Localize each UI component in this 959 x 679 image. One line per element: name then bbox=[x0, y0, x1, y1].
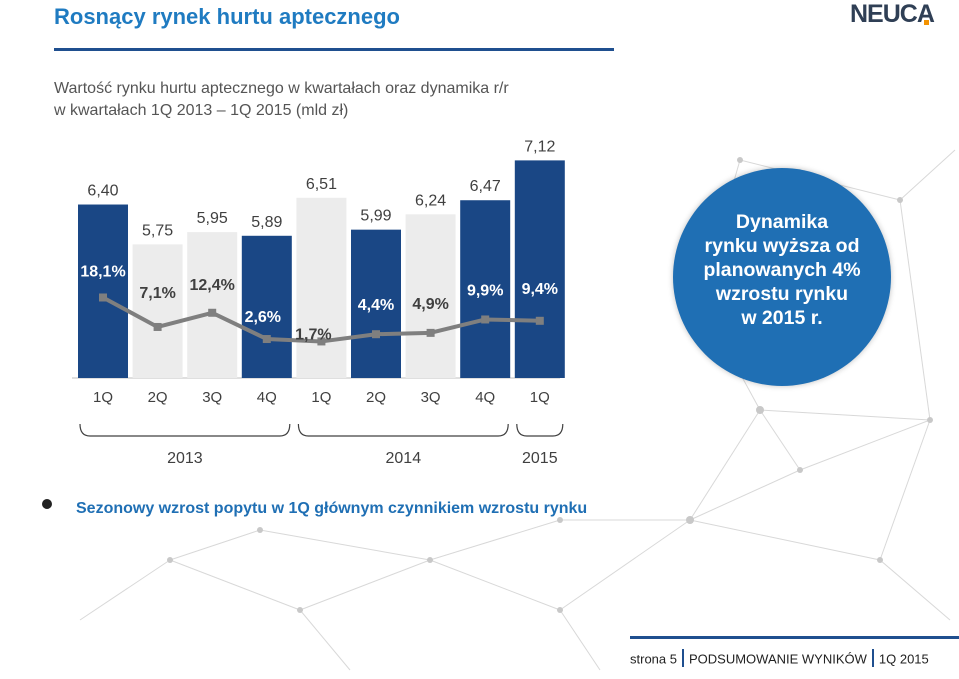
category-label: 4Q bbox=[257, 389, 277, 406]
dynamics-marker bbox=[426, 328, 435, 337]
title-divider bbox=[54, 48, 614, 51]
bar-value-label: 6,40 bbox=[87, 183, 118, 200]
bar bbox=[187, 232, 238, 378]
category-label: 3Q bbox=[202, 389, 222, 406]
page-title: Rosnący rynek hurtu aptecznego bbox=[54, 4, 400, 29]
neuca-logo: NEUCA bbox=[850, 0, 935, 28]
bar-value-label: 7,12 bbox=[524, 138, 555, 155]
dynamics-marker bbox=[99, 293, 107, 302]
category-label: 2Q bbox=[366, 389, 386, 406]
bar-value-label: 5,89 bbox=[251, 214, 282, 231]
dynamics-marker bbox=[535, 316, 544, 325]
bar bbox=[78, 204, 128, 378]
dynamics-label: 9,9% bbox=[467, 282, 503, 299]
footer: strona 5 PODSUMOWANIE WYNIKÓW 1Q 2015 bbox=[630, 649, 929, 669]
bar-value-label: 5,95 bbox=[197, 210, 228, 227]
bar bbox=[351, 229, 401, 378]
dynamics-label: 4,9% bbox=[412, 296, 448, 313]
year-label: 2015 bbox=[522, 450, 558, 467]
callout-line-3: planowanych 4% bbox=[703, 259, 861, 281]
dynamics-marker bbox=[481, 315, 490, 324]
dynamics-label: 12,4% bbox=[190, 277, 235, 294]
chart-subtitle: Wartość rynku hurtu aptecznego w kwartał… bbox=[54, 78, 614, 122]
footer-divider bbox=[630, 636, 959, 639]
dynamics-label: 7,1% bbox=[139, 285, 175, 302]
dynamics-label: 2,6% bbox=[245, 309, 281, 326]
dynamics-marker bbox=[208, 308, 217, 317]
footer-separator bbox=[871, 649, 874, 667]
footer-separator bbox=[681, 649, 684, 667]
dynamics-label: 4,4% bbox=[358, 297, 394, 314]
dynamics-marker bbox=[153, 322, 162, 331]
category-label: 3Q bbox=[421, 389, 441, 406]
footer-period: 1Q 2015 bbox=[878, 651, 929, 667]
dynamics-marker bbox=[372, 330, 380, 339]
category-label: 4Q bbox=[475, 389, 495, 406]
dynamics-marker bbox=[317, 337, 326, 346]
bar-value-label: 6,24 bbox=[415, 192, 446, 209]
year-bracket bbox=[79, 423, 291, 437]
bar-value-label: 6,47 bbox=[470, 178, 501, 195]
category-label: 2Q bbox=[148, 389, 168, 406]
dynamics-label: 9,4% bbox=[522, 281, 558, 298]
category-label: 1Q bbox=[311, 389, 331, 406]
category-label: 1Q bbox=[93, 389, 113, 406]
category-label: 1Q bbox=[530, 389, 550, 406]
callout-line-2: rynku wyższa od bbox=[704, 235, 860, 257]
dynamics-label: 1,7% bbox=[295, 326, 331, 343]
footer-page: strona 5 bbox=[630, 651, 677, 667]
bar-value-label: 6,51 bbox=[306, 176, 337, 193]
bar bbox=[132, 244, 183, 378]
footer-section: PODSUMOWANIE WYNIKÓW bbox=[688, 651, 867, 667]
bar bbox=[296, 197, 347, 378]
bar-value-label: 5,99 bbox=[360, 208, 391, 225]
callout-line-5: w 2015 r. bbox=[741, 307, 823, 329]
dynamics-marker bbox=[262, 335, 271, 344]
logo-accent-icon bbox=[924, 20, 929, 25]
subtitle-line-2: w kwartałach 1Q 2013 – 1Q 2015 (mld zł) bbox=[54, 102, 349, 119]
bar bbox=[514, 160, 565, 378]
callout-circle: Dynamika rynku wyższa od planowanych 4% … bbox=[673, 168, 891, 386]
dynamics-label: 18,1% bbox=[80, 263, 125, 280]
year-bracket bbox=[297, 423, 509, 437]
bar-value-label: 5,75 bbox=[142, 222, 173, 239]
year-bracket bbox=[516, 423, 564, 437]
callout-line-1: Dynamika bbox=[735, 211, 829, 233]
callout-line-4: wzrostu rynku bbox=[715, 283, 849, 305]
subtitle-line-1: Wartość rynku hurtu aptecznego w kwartał… bbox=[54, 80, 509, 97]
year-label: 2013 bbox=[167, 450, 203, 467]
bar bbox=[241, 235, 292, 378]
year-label: 2014 bbox=[386, 450, 422, 467]
bullet-text: Sezonowy wzrost popytu w 1Q głównym czyn… bbox=[76, 500, 588, 517]
callout-text: Dynamika rynku wyższa od planowanych 4% … bbox=[673, 210, 891, 330]
bullet-icon bbox=[42, 499, 52, 509]
bar bbox=[460, 200, 511, 378]
bar bbox=[405, 214, 456, 378]
